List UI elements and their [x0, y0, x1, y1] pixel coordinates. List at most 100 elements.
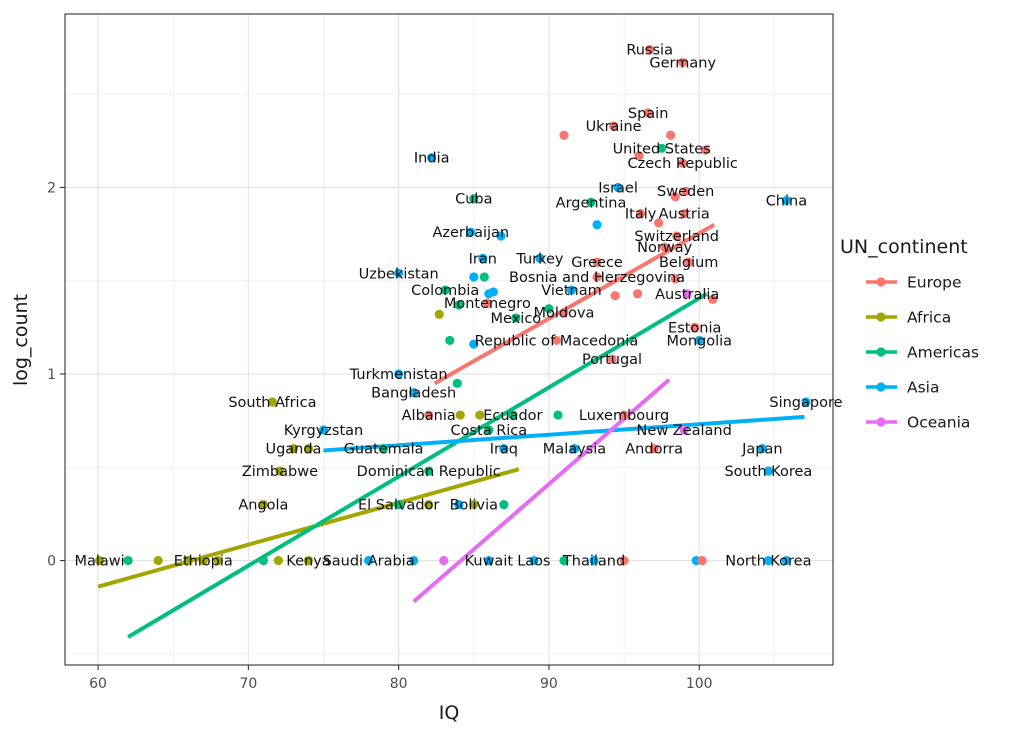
legend-item-africa: Africa	[866, 309, 951, 327]
point-label: Moldova	[533, 305, 594, 321]
point-label: Argentina	[556, 195, 627, 211]
data-point-asia	[469, 272, 479, 282]
point-label: El Salvador	[358, 498, 439, 514]
data-point-europe	[649, 444, 659, 454]
data-point-asia	[484, 555, 494, 566]
data-point-asia	[409, 555, 419, 566]
trend-line-europe	[433, 223, 716, 386]
data-point-asia	[488, 287, 498, 297]
data-point-americas	[452, 378, 462, 388]
point-label: Sweden	[657, 184, 714, 200]
point-label: South Africa	[228, 395, 316, 411]
x-tick-label: 100	[686, 676, 713, 692]
data-point-asia	[757, 444, 767, 454]
point-label: Australia	[655, 287, 719, 303]
data-point-americas	[440, 285, 450, 295]
legend-label: Asia	[907, 379, 939, 397]
data-point-europe	[700, 145, 710, 155]
point-label: India	[414, 151, 450, 167]
data-point-europe	[678, 158, 688, 168]
point-label: Uzbekistan	[359, 266, 439, 282]
data-point-africa	[303, 444, 314, 454]
data-point-europe	[482, 298, 492, 308]
point-label: China	[766, 194, 807, 210]
point-label: Italy	[625, 207, 657, 223]
legend-item-oceania: Oceania	[866, 414, 970, 432]
point-label: Portugal	[582, 352, 642, 368]
data-point-asia	[781, 195, 792, 206]
data-point-americas	[508, 410, 518, 420]
data-point-europe	[679, 208, 689, 219]
legend-key-point	[876, 277, 886, 287]
data-point-asia	[529, 555, 539, 566]
point-label: Republic of Macedonia	[475, 333, 639, 349]
point-label: Kuwait	[465, 554, 514, 570]
data-point-africa	[475, 410, 485, 420]
data-points	[94, 44, 811, 566]
data-point-africa	[267, 397, 278, 407]
data-point-europe	[670, 192, 680, 202]
data-point-americas	[484, 425, 494, 435]
data-point-asia	[394, 369, 404, 379]
point-label: Switzerland	[634, 229, 719, 245]
point-label: Iran	[469, 251, 497, 267]
data-point-africa	[275, 466, 285, 476]
data-point-americas	[469, 194, 479, 204]
data-point-americas	[424, 466, 434, 476]
data-point-africa	[273, 555, 284, 566]
trend-line-asia	[323, 414, 805, 453]
data-point-asia	[466, 227, 476, 237]
data-point-asia	[496, 231, 506, 241]
data-point-europe	[633, 289, 643, 299]
point-label: Dominican Republic	[357, 464, 501, 480]
data-point-europe	[645, 44, 655, 55]
data-point-americas	[511, 313, 521, 323]
data-point-europe	[660, 242, 670, 252]
data-point-africa	[153, 555, 163, 566]
data-point-americas	[499, 499, 509, 510]
data-point-asia	[409, 388, 419, 398]
x-tick-label: 60	[89, 676, 107, 692]
data-point-americas	[559, 555, 569, 566]
data-point-europe	[672, 231, 682, 241]
data-point-africa	[258, 499, 268, 510]
point-label: North Korea	[725, 554, 811, 570]
data-point-europe	[636, 208, 646, 219]
data-point-europe	[654, 218, 664, 228]
legend-label: Americas	[907, 344, 979, 362]
data-point-africa	[213, 555, 223, 566]
point-label: Iraq	[490, 442, 518, 458]
point-label: Colombia	[411, 283, 479, 299]
point-label: Azerbaijan	[432, 225, 509, 241]
data-point-asia	[318, 425, 329, 435]
x-tick-label: 70	[239, 676, 257, 692]
data-point-europe	[608, 121, 619, 131]
data-point-europe	[684, 257, 694, 267]
point-label: Russia	[626, 42, 673, 58]
data-point-europe	[559, 307, 569, 318]
point-label: Zimbabwe	[242, 464, 318, 480]
data-point-europe	[678, 57, 688, 68]
data-point-europe	[708, 294, 718, 304]
data-point-americas	[379, 444, 389, 454]
data-point-asia	[801, 397, 811, 407]
data-point-americas	[445, 335, 455, 346]
data-point-europe	[607, 354, 617, 364]
data-point-africa	[455, 410, 465, 420]
data-point-europe	[610, 291, 620, 301]
data-point-asia	[394, 268, 404, 278]
data-point-americas	[394, 499, 404, 510]
point-label: Laos	[517, 554, 550, 570]
data-point-africa	[303, 555, 314, 566]
data-point-europe	[619, 410, 629, 420]
data-point-americas	[657, 143, 667, 153]
data-point-asia	[363, 555, 374, 566]
point-label: Bangladesh	[371, 386, 456, 402]
point-label: Luxembourg	[579, 408, 669, 424]
legend-label: Africa	[907, 309, 951, 327]
y-tick-label: 0	[47, 554, 56, 570]
point-label: Cuba	[455, 192, 492, 208]
y-axis-title: log_count	[10, 294, 32, 386]
